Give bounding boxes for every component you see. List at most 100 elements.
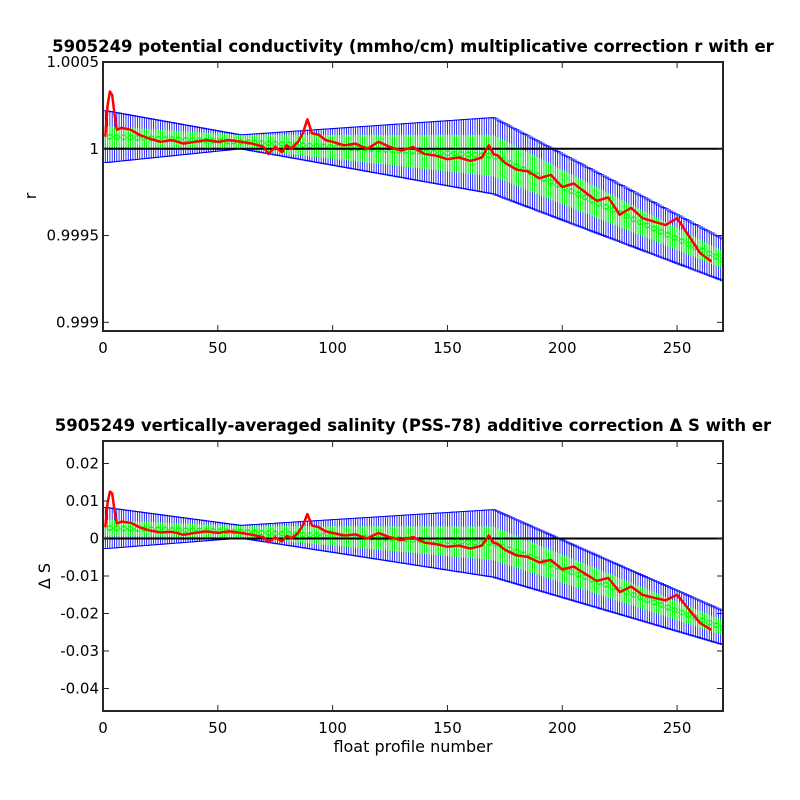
fit-marker: [264, 139, 273, 148]
fit-marker: [643, 596, 651, 604]
fit-marker: [574, 570, 583, 579]
conductivity-correction-plot: 5905249 potential conductivity (mmho/cm)…: [21, 37, 775, 357]
fit-marker: [664, 231, 672, 239]
fit-marker: [106, 133, 114, 141]
y-tick-label: 1.0005: [47, 53, 100, 71]
y-tick-label: 0.02: [66, 455, 99, 473]
x-tick-label: 200: [548, 719, 577, 737]
fit-marker: [126, 524, 135, 533]
x-tick-label: 250: [663, 719, 692, 737]
fit-marker: [443, 149, 452, 157]
x-tick-label: 250: [663, 339, 692, 357]
fit-marker: [636, 218, 645, 227]
fit-marker: [133, 134, 142, 142]
fit-marker: [581, 193, 589, 202]
fit-marker: [684, 611, 693, 619]
fit-marker: [457, 538, 465, 546]
y-tick-label: 0.9995: [47, 227, 100, 245]
fit-marker: [712, 621, 720, 629]
fit-marker: [705, 618, 713, 627]
fit-marker: [498, 543, 507, 551]
fit-marker: [147, 134, 155, 143]
outer-error-bar: [720, 238, 723, 282]
fit-marker: [677, 608, 686, 617]
fit-marker: [457, 150, 465, 158]
fit-marker: [126, 133, 135, 142]
fit-marker: [119, 133, 128, 142]
fit-marker: [684, 240, 693, 248]
x-tick-label: 100: [318, 339, 347, 357]
fit-marker: [257, 528, 266, 537]
salinity-axes-box: [102, 440, 724, 712]
fit-marker: [264, 529, 273, 537]
fit-marker: [712, 253, 720, 261]
fit-marker: [650, 598, 658, 607]
fit-marker: [602, 581, 610, 589]
fit-marker: [278, 140, 286, 148]
y-tick-label: 0.01: [66, 492, 99, 510]
x-tick-label: 50: [208, 719, 227, 737]
fit-marker: [119, 524, 128, 533]
fit-marker: [547, 178, 555, 186]
x-tick-label: 0: [98, 339, 108, 357]
fit-marker: [175, 526, 183, 534]
y-tick-label: 0.999: [56, 313, 99, 331]
fit-marker: [677, 237, 686, 245]
fit-marker: [464, 150, 472, 159]
x-tick-label: 50: [208, 339, 227, 357]
fit-marker: [305, 141, 314, 150]
conductivity-plot-title: 5905249 potential conductivity (mmho/cm)…: [52, 37, 774, 56]
fit-marker: [181, 526, 190, 534]
fit-marker: [671, 606, 679, 614]
fit-marker: [526, 168, 534, 177]
salinity-plot-title: 5905249 vertically-averaged salinity (PS…: [55, 416, 772, 435]
fit-marker: [629, 215, 638, 223]
fit-marker: [450, 537, 459, 546]
y-tick-label: -0.03: [60, 642, 99, 660]
fit-marker: [450, 149, 459, 158]
fit-marker: [106, 524, 114, 532]
conductivity-axes-box: [102, 61, 724, 332]
fit-marker: [181, 136, 190, 144]
salinity-y-ticks: -0.04 -0.03 -0.02 -0.01 0 0.01 0.02: [60, 455, 723, 698]
conductivity-y-ticks: 0.999 0.9995 1 1.0005: [47, 53, 723, 331]
fit-marker: [547, 560, 555, 569]
salinity-y-axis-label: Δ S: [35, 563, 54, 589]
fit-marker: [698, 616, 707, 624]
fit-marker: [271, 140, 279, 148]
salinity-measured-line: [104, 490, 713, 632]
x-tick-label: 150: [433, 719, 462, 737]
fit-marker: [271, 529, 279, 538]
conductivity-measured-line: [104, 90, 713, 263]
conductivity-plot-area: [103, 62, 723, 331]
fit-marker: [705, 249, 713, 258]
fit-marker: [622, 212, 631, 220]
y-tick-label: -0.01: [60, 567, 99, 585]
fit-marker: [643, 221, 651, 230]
fit-marker: [113, 524, 121, 533]
fit-marker: [657, 228, 665, 236]
fit-marker: [567, 568, 576, 576]
fit-marker: [299, 141, 307, 149]
fit-marker: [305, 531, 314, 539]
salinity-plot-area: [103, 441, 723, 711]
fit-marker: [650, 224, 658, 233]
y-tick-label: 1: [89, 140, 99, 158]
fit-marker: [113, 133, 121, 141]
fit-marker: [485, 151, 493, 160]
x-tick-label: 0: [98, 719, 108, 737]
fit-marker: [278, 529, 286, 538]
fit-marker: [602, 203, 610, 211]
fit-marker: [567, 187, 576, 195]
x-tick-label: 150: [433, 339, 462, 357]
y-tick-label: -0.02: [60, 605, 99, 623]
x-tick-label: 200: [548, 339, 577, 357]
x-axis-label: float profile number: [333, 737, 493, 756]
conductivity-y-axis-label: r: [21, 192, 40, 199]
fit-marker: [574, 190, 583, 198]
fit-marker: [471, 150, 479, 159]
y-tick-label: 0: [89, 530, 99, 548]
fit-marker: [636, 593, 645, 602]
fit-marker: [657, 601, 665, 609]
outer-error-bar: [720, 610, 723, 646]
